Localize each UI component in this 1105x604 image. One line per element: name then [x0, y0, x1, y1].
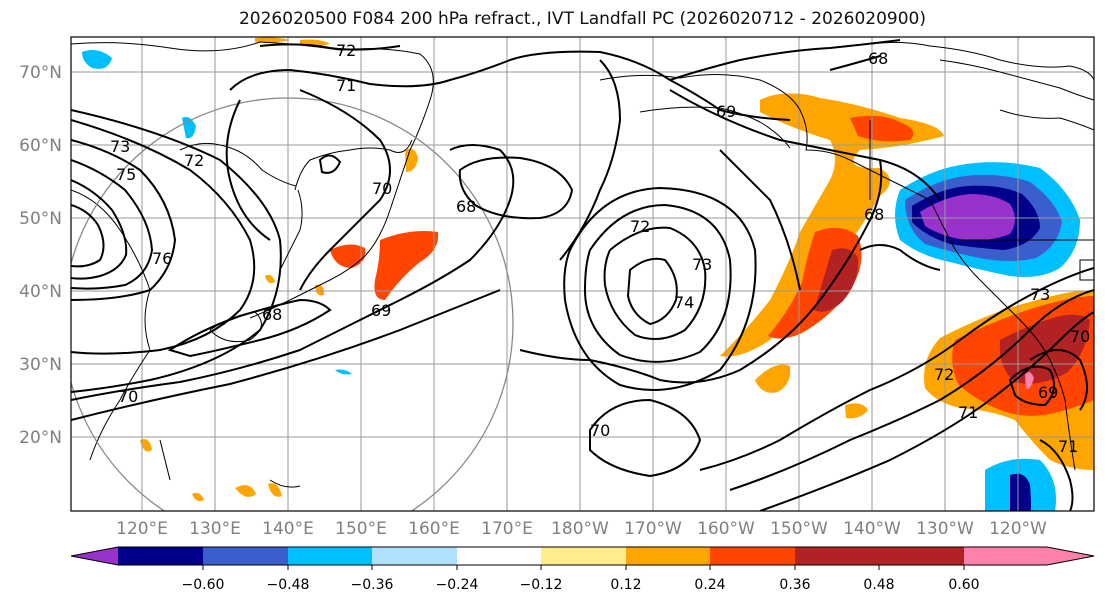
lon-label: 160°W — [697, 519, 755, 539]
contour-label: 68 — [456, 197, 476, 216]
colorbar-tick-label: 0.36 — [779, 577, 810, 593]
latitude-labels: 70°N 60°N 50°N 40°N 30°N 20°N — [19, 63, 62, 448]
colorbar-tick-label: 0.60 — [948, 577, 979, 593]
ivt-patch-top — [255, 37, 290, 43]
ivt-patch-small2 — [315, 284, 325, 296]
lon-label: 180°W — [551, 519, 609, 539]
ivt-patch-sw3 — [268, 483, 282, 497]
contour-label: 75 — [116, 165, 136, 184]
colorbar-extension-fill — [964, 547, 1094, 565]
colorbar-segment — [795, 547, 879, 565]
ivt-patch-sw2 — [235, 485, 256, 497]
lon-label: 120°E — [116, 519, 168, 539]
contour-label: 68 — [262, 305, 282, 324]
contour-label: 70 — [590, 421, 610, 440]
colorbar-segment — [372, 547, 457, 565]
contour-label: 72 — [184, 151, 204, 170]
contour-label: 73 — [1030, 285, 1050, 304]
range-circle — [71, 97, 514, 511]
map-background — [71, 37, 1094, 511]
contour-label: 70 — [372, 179, 392, 198]
contour-label: 73 — [692, 255, 712, 274]
colorbar-segment — [203, 547, 288, 565]
colorbar-segment — [457, 547, 541, 565]
colorbar-left-extension — [71, 547, 118, 565]
ivt-patch-sw4 — [192, 492, 204, 502]
colorbar-outline — [70, 546, 1095, 566]
lat-label: 60°N — [19, 136, 62, 156]
lon-label: 150°E — [335, 519, 387, 539]
contour-label: 72 — [630, 217, 650, 236]
contour-label: 68 — [864, 205, 884, 224]
figure-title: 2026020500 F084 200 hPa refract., IVT La… — [238, 9, 926, 29]
lon-label: 140°W — [843, 519, 901, 539]
contour-labels: 72 71 69 68 73 72 75 76 70 68 68 69 72 7… — [110, 41, 1090, 456]
colorbar-tick-label: 0.24 — [694, 577, 725, 593]
ivt-blue-arctic — [82, 50, 112, 69]
ivt-pink-small — [1025, 372, 1034, 389]
lon-label: 130°W — [916, 519, 974, 539]
contour-label: 69 — [716, 102, 736, 121]
ivt-navy-south — [1010, 473, 1031, 511]
lon-label: 170°W — [624, 519, 682, 539]
lon-label: 170°E — [481, 519, 533, 539]
colorbar-tick-label: −0.24 — [436, 577, 479, 593]
ivt-patch-sw — [140, 439, 152, 452]
contour-label: 70 — [1070, 327, 1090, 346]
contour-label: 69 — [1038, 383, 1058, 402]
colorbar-tick-label: 0.48 — [863, 577, 894, 593]
lon-label: 120°W — [989, 519, 1047, 539]
graticule — [71, 37, 1094, 511]
contour-label: 71 — [958, 403, 978, 422]
ivt-patch-small1 — [265, 274, 275, 284]
colorbar-segment — [879, 547, 964, 565]
colorbar-tick-labels: −0.60 −0.48 −0.36 −0.24 −0.12 0.12 0.24 … — [182, 577, 980, 593]
colorbar-segment — [541, 547, 626, 565]
colorbar-tick-label: −0.48 — [267, 577, 310, 593]
refractivity-contours — [71, 39, 1094, 511]
lon-label: 140°E — [262, 519, 314, 539]
colorbar-tick-label: −0.60 — [182, 577, 225, 593]
contour-label: 72 — [336, 41, 356, 60]
lat-label: 70°N — [19, 63, 62, 83]
ivt-orange-patch-ak — [760, 93, 806, 115]
colorbar-segment — [118, 547, 203, 565]
lat-label: 30°N — [19, 355, 62, 375]
colorbar-segment — [710, 547, 795, 565]
ivt-orange-patch-ak2 — [850, 115, 914, 142]
lat-label: 50°N — [19, 209, 62, 229]
ivt-patch-japan — [330, 244, 366, 268]
contour-label: 70 — [118, 387, 138, 406]
map-frame — [70, 36, 1095, 512]
ivt-purple-region — [920, 194, 1015, 241]
contour-label: 72 — [934, 365, 954, 384]
contour-label: 68 — [868, 49, 888, 68]
contour-label: 73 — [110, 137, 130, 156]
ivt-patch-hawaii-w — [755, 364, 791, 393]
ivt-blue-small — [335, 369, 352, 375]
colorbar-tick-label: −0.36 — [351, 577, 394, 593]
contour-label: 74 — [674, 293, 694, 312]
colorbar-tick-label: 0.12 — [610, 577, 641, 593]
colorbar-segment — [288, 547, 372, 565]
ivt-patch-mid — [845, 403, 868, 419]
lon-label: 130°E — [189, 519, 241, 539]
contour-label: 71 — [336, 76, 356, 95]
longitude-labels: 120°E 130°E 140°E 150°E 160°E 170°E 180°… — [116, 519, 1047, 539]
lat-label: 20°N — [19, 428, 62, 448]
ivt-patch-kuril — [374, 231, 439, 300]
ivt-darkred-region — [814, 248, 859, 312]
colorbar: −0.60 −0.48 −0.36 −0.24 −0.12 0.12 0.24 … — [70, 546, 1095, 593]
contour-label: 69 — [371, 301, 391, 320]
lon-label: 160°E — [408, 519, 460, 539]
lon-label: 150°W — [770, 519, 828, 539]
colorbar-tick-label: −0.12 — [520, 577, 563, 593]
contour-label: 76 — [152, 249, 172, 268]
contour-label: 71 — [1058, 437, 1078, 456]
lat-label: 40°N — [19, 282, 62, 302]
colorbar-ticks — [202, 565, 965, 570]
colorbar-segment — [626, 547, 710, 565]
